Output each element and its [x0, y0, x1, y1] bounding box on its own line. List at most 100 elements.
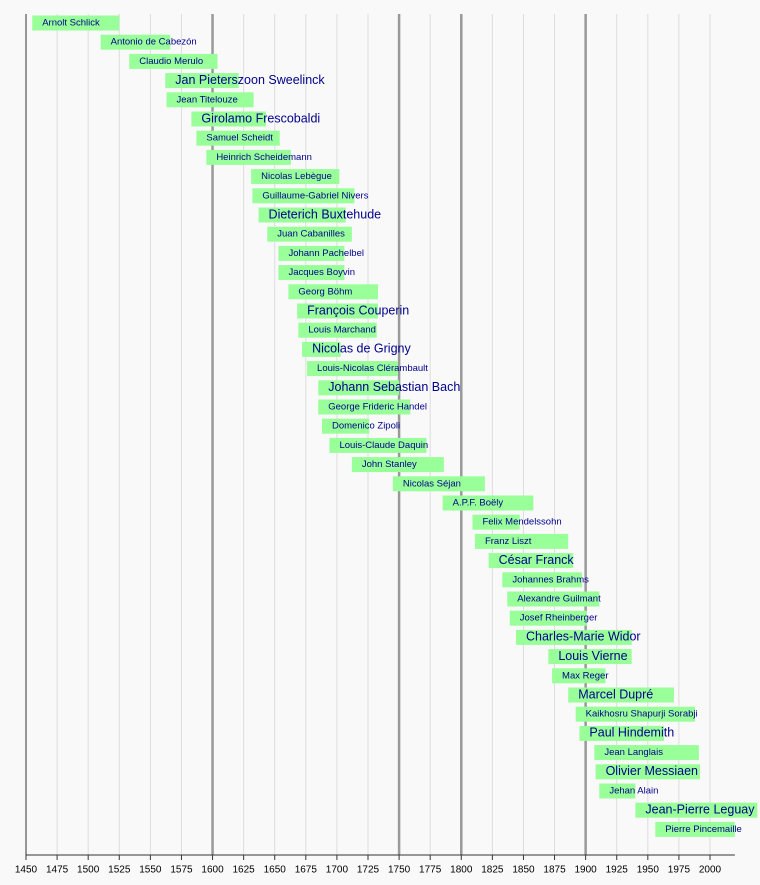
lifespan-bar: [307, 361, 398, 377]
lifespan-bar: [472, 514, 520, 530]
composer-name: Josef Rheinberger: [520, 613, 598, 624]
lifespan-bar: [252, 188, 355, 204]
lifespan-bar: [635, 802, 758, 818]
lifespan-bar: [258, 207, 346, 223]
x-tick-label: 1475: [46, 865, 69, 876]
x-tick-label: 1675: [295, 865, 318, 876]
composer-name: Heinrich Scheidemann: [216, 152, 312, 163]
composer-name: Marcel Dupré: [578, 687, 653, 701]
lifespan-bar: [165, 73, 239, 89]
x-tick-label: 1775: [419, 865, 442, 876]
composer-name: Alexandre Guilmant: [517, 594, 601, 605]
composer-name: Jean-Pierre Leguay: [645, 802, 755, 816]
composer-name: Johann Sebastian Bach: [328, 380, 460, 394]
composer-name: Charles-Marie Widor: [526, 630, 641, 644]
x-tick-label: 1450: [15, 865, 38, 876]
x-tick-label: 1600: [201, 865, 224, 876]
lifespan-bar: [594, 745, 699, 761]
composer-name: Johann Pachelbel: [288, 248, 364, 259]
lifespan-bar: [302, 341, 341, 357]
composer-name: Jacques Boyvin: [288, 267, 355, 278]
composer-name: Nicolas de Grigny: [312, 342, 411, 356]
x-tick-label: 1700: [326, 865, 349, 876]
composer-name: Johannes Brahms: [512, 574, 589, 585]
lifespan-bar: [579, 725, 664, 741]
x-tick-label: 1575: [170, 865, 193, 876]
lifespan-bar: [548, 649, 632, 665]
x-tick-label: 1925: [606, 865, 629, 876]
lifespan-bar: [515, 629, 632, 645]
lifespan-bar: [166, 92, 254, 108]
x-tick-label: 1550: [139, 865, 162, 876]
lifespan-bar: [502, 572, 582, 588]
x-tick-label: 1500: [77, 865, 100, 876]
lifespan-bar: [321, 418, 370, 434]
composer-name: Girolamo Frescobaldi: [201, 111, 320, 125]
lifespan-bar: [507, 591, 600, 607]
composer-name: George Frideric Handel: [328, 402, 427, 413]
lifespan-bar: [595, 764, 701, 780]
composer-name: César Franck: [499, 553, 575, 567]
lifespan-bar: [575, 706, 696, 722]
composer-name: Max Reger: [562, 670, 608, 681]
composer-name: Paul Hindemith: [589, 726, 674, 740]
composer-name: Jan Pieterszoon Sweelinck: [175, 73, 325, 87]
lifespan-bar: [100, 34, 171, 50]
composer-name: Jean Langlais: [604, 747, 663, 758]
lifespan-bar: [552, 668, 606, 684]
x-tick-label: 1875: [543, 865, 566, 876]
lifespan-bar: [191, 111, 267, 127]
lifespan-bar: [568, 687, 674, 703]
lifespan-bar: [267, 226, 352, 242]
lifespan-bar: [318, 380, 400, 396]
x-tick-label: 1525: [108, 865, 131, 876]
composer-name: Juan Cabanilles: [277, 229, 345, 240]
lifespan-bar: [129, 53, 218, 69]
lifespan-bar: [298, 322, 377, 338]
x-tick-label: 1825: [481, 865, 504, 876]
composer-name: Louis-Claude Daquin: [339, 440, 428, 451]
lifespan-bar: [392, 476, 485, 492]
x-tick-label: 1950: [637, 865, 660, 876]
composer-name: John Stanley: [362, 459, 417, 470]
lifespan-bar: [288, 284, 378, 300]
lifespan-bar: [442, 495, 534, 511]
composer-name: Georg Böhm: [298, 286, 352, 297]
lifespan-bar: [599, 783, 636, 799]
composer-name: Kaikhosru Shapurji Sorabji: [586, 709, 698, 720]
x-tick-label: 1850: [512, 865, 535, 876]
composer-name: Jean Titelouze: [177, 94, 238, 105]
composer-name: Samuel Scheidt: [206, 133, 273, 144]
lifespan-bar: [318, 399, 411, 415]
composer-name: Dieterich Buxtehude: [269, 207, 382, 221]
x-tick-label: 1650: [264, 865, 287, 876]
lifespan-bar: [297, 303, 378, 319]
composer-name: Domenico Zipoli: [332, 421, 400, 432]
composer-name: Felix Mendelssohn: [482, 517, 561, 528]
composer-name: Olivier Messiaen: [606, 764, 698, 778]
lifespan-bar: [251, 169, 340, 185]
composer-name: François Couperin: [307, 303, 409, 317]
lifespan-bar: [278, 245, 345, 261]
lifespan-bar: [474, 533, 569, 549]
composer-name: Louis Marchand: [308, 325, 376, 336]
composer-name: A.P.F. Boëly: [453, 498, 504, 509]
x-tick-label: 1725: [357, 865, 380, 876]
composer-name: Guillaume-Gabriel Nivers: [262, 190, 368, 201]
composer-name: Antonio de Cabezón: [111, 37, 197, 48]
composer-name: Arnolt Schlick: [42, 18, 100, 29]
x-tick-label: 1800: [450, 865, 473, 876]
lifespan-bar: [329, 437, 427, 453]
x-tick-label: 1750: [388, 865, 411, 876]
composer-name: Franz Liszt: [485, 536, 532, 547]
lifespan-bar: [351, 457, 444, 473]
x-tick-label: 1625: [233, 865, 256, 876]
lifespan-bar: [655, 821, 735, 837]
lifespan-bar: [488, 553, 574, 569]
composer-name: Nicolas Lebègue: [261, 171, 332, 182]
composer-name: Jehan Alain: [609, 786, 658, 797]
lifespan-bar: [278, 265, 345, 281]
lifespan-bar: [196, 130, 280, 146]
composer-name: Claudio Merulo: [139, 56, 203, 67]
